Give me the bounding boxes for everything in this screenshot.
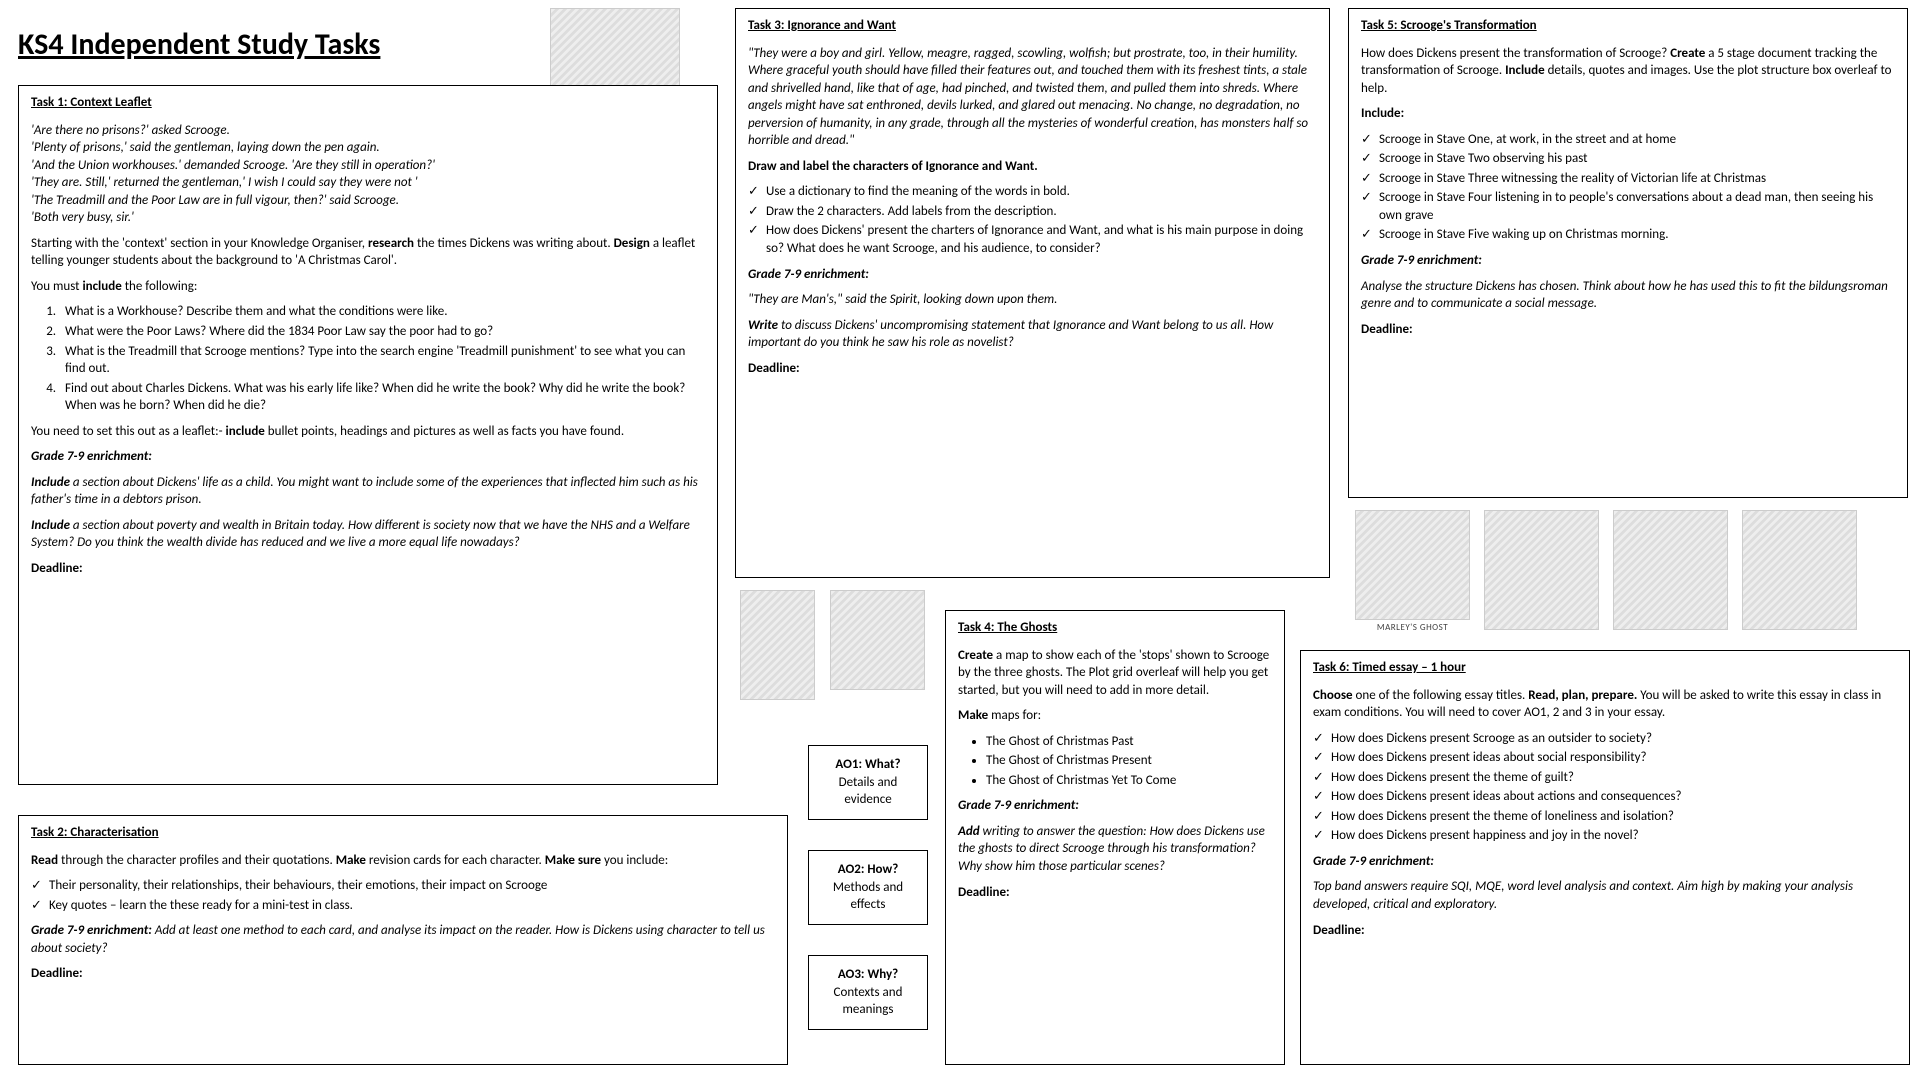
task3-enrich-title: Grade 7-9 enrichment:: [748, 266, 1317, 284]
task1-enrich-title: Grade 7-9 enrichment:: [31, 448, 705, 466]
task6-deadline: Deadline:: [1313, 922, 1897, 940]
task6-enrich: Top band answers require SQI, MQE, word …: [1313, 878, 1897, 913]
task4-make: Make maps for:: [958, 707, 1272, 725]
illustration-b: [1484, 510, 1599, 630]
task5-enrich: Analyse the structure Dickens has chosen…: [1361, 278, 1895, 313]
task4-box: Task 4: The Ghosts Create a map to show …: [945, 610, 1285, 1065]
task1-intro: Starting with the 'context' section in y…: [31, 235, 705, 270]
ao2-desc: Methods and effects: [815, 879, 921, 914]
task4-list: The Ghost of Christmas Past The Ghost of…: [958, 733, 1272, 790]
task1-box: Task 1: Context Leaflet 'Are there no pr…: [18, 85, 718, 785]
task4-enrich: Add writing to answer the question: How …: [958, 823, 1272, 876]
illustration-mid-2: [830, 590, 925, 690]
task1-after: You need to set this out as a leaflet:- …: [31, 423, 705, 441]
task1-must: You must include the following:: [31, 278, 705, 296]
task6-intro: Choose one of the following essay titles…: [1313, 687, 1897, 722]
task3-title: Task 3: Ignorance and Want: [748, 17, 1317, 35]
ao1-title: AO1: What?: [815, 756, 921, 774]
task3-enrich-quote: "They are Man's," said the Spirit, looki…: [748, 291, 1317, 309]
ao1-box: AO1: What? Details and evidence: [808, 745, 928, 820]
page-title: KS4 Independent Study Tasks: [18, 25, 380, 66]
task1-quote: 'Are there no prisons?' asked Scrooge. '…: [31, 122, 705, 227]
task3-deadline: Deadline:: [748, 360, 1317, 378]
task5-box: Task 5: Scrooge's Transformation How doe…: [1348, 8, 1908, 498]
marleys-ghost-caption: MARLEY'S GHOST: [1355, 622, 1470, 634]
illustration-row: MARLEY'S GHOST: [1355, 510, 1857, 634]
task1-list: What is a Workhouse? Describe them and w…: [31, 303, 705, 414]
task1-enrich2: Include a section about poverty and weal…: [31, 517, 705, 552]
task4-enrich-title: Grade 7-9 enrichment:: [958, 797, 1272, 815]
task5-intro: How does Dickens present the transformat…: [1361, 45, 1895, 98]
ao2-title: AO2: How?: [815, 861, 921, 879]
ao3-box: AO3: Why? Contexts and meanings: [808, 955, 928, 1030]
marleys-ghost-illustration: [1355, 510, 1470, 620]
ao1-desc: Details and evidence: [815, 774, 921, 809]
task3-list: Use a dictionary to find the meaning of …: [748, 183, 1317, 257]
task1-enrich1: Include a section about Dickens' life as…: [31, 474, 705, 509]
task5-deadline: Deadline:: [1361, 321, 1895, 339]
task2-intro: Read through the character profiles and …: [31, 852, 775, 870]
task5-list: Scrooge in Stave One, at work, in the st…: [1361, 131, 1895, 244]
task3-box: Task 3: Ignorance and Want "They were a …: [735, 8, 1330, 578]
task3-quote: "They were a boy and girl. Yellow, meagr…: [748, 45, 1317, 150]
task4-title: Task 4: The Ghosts: [958, 619, 1272, 637]
task1-title: Task 1: Context Leaflet: [31, 94, 705, 112]
task4-deadline: Deadline:: [958, 884, 1272, 902]
task5-title: Task 5: Scrooge's Transformation: [1361, 17, 1895, 35]
illustration-d: [1742, 510, 1857, 630]
task2-list: Their personality, their relationships, …: [31, 877, 775, 914]
task6-enrich-title: Grade 7-9 enrichment:: [1313, 853, 1897, 871]
task1-deadline: Deadline:: [31, 560, 705, 578]
task2-deadline: Deadline:: [31, 965, 775, 983]
ao2-box: AO2: How? Methods and effects: [808, 850, 928, 925]
illustration-c: [1613, 510, 1728, 630]
task2-enrich: Grade 7-9 enrichment: Add at least one m…: [31, 922, 775, 957]
task3-enrich: Write to discuss Dickens' uncompromising…: [748, 317, 1317, 352]
task6-title: Task 6: Timed essay – 1 hour: [1313, 659, 1897, 677]
task2-title: Task 2: Characterisation: [31, 824, 775, 842]
task4-intro: Create a map to show each of the 'stops'…: [958, 647, 1272, 700]
illustration-mid-1: [740, 590, 815, 700]
ao3-desc: Contexts and meanings: [815, 984, 921, 1019]
task6-list: How does Dickens present Scrooge as an o…: [1313, 730, 1897, 845]
task5-include-label: Include:: [1361, 105, 1895, 123]
task6-box: Task 6: Timed essay – 1 hour Choose one …: [1300, 650, 1910, 1065]
task2-box: Task 2: Characterisation Read through th…: [18, 815, 788, 1065]
ao3-title: AO3: Why?: [815, 966, 921, 984]
task5-enrich-title: Grade 7-9 enrichment:: [1361, 252, 1895, 270]
task3-sub: Draw and label the characters of Ignoran…: [748, 158, 1317, 176]
